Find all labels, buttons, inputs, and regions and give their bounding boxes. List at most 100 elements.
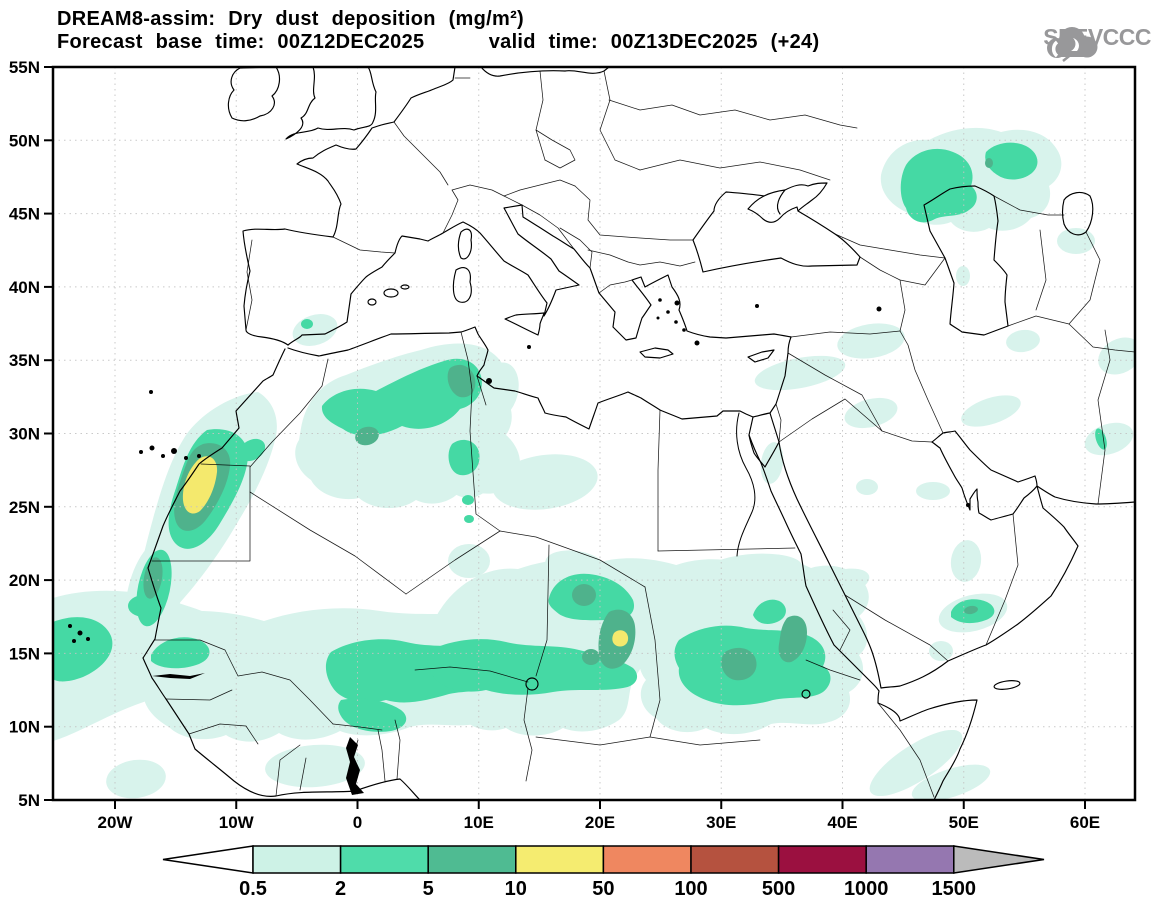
island-crete: [639, 347, 674, 359]
colorbar-label-5: 5: [423, 878, 434, 900]
border-syria-iraq: [787, 352, 883, 432]
dust-region-atlantic-blob: [53, 617, 113, 682]
coastline-azov-crimea: [763, 182, 828, 215]
dust-region-caspian-dot: [985, 158, 993, 168]
border-yemen-saudi: [844, 513, 1019, 662]
coastline-atlantic-europe: [242, 67, 456, 346]
border-niger-chad: [535, 544, 550, 677]
border-germany-poland: [454, 70, 546, 161]
dust-region-empty-quarter: [950, 540, 982, 582]
dust-region-bodele-max: [612, 630, 629, 647]
border-turkmenistan-iran: [1007, 315, 1135, 353]
cape-verde-dot: [72, 639, 76, 643]
border-morocco-algeria: [249, 358, 329, 468]
dust-region-ethiopia: [929, 641, 953, 661]
coastline-sinai: [748, 412, 780, 468]
border-kazakh-uzbek: [993, 195, 1101, 325]
coastline-arabia: [778, 441, 1079, 689]
colorbar-cell-100: [690, 845, 780, 874]
border-romania-serbia: [574, 185, 694, 241]
seevccc-logo: SEEVCCC: [1043, 24, 1151, 62]
coastline-black-sea: [692, 191, 861, 273]
title-block: DREAM8-assim: Dry dust deposition (mg/m²…: [57, 8, 819, 54]
coastline-layer: [142, 67, 1135, 800]
lat-label-50N: 50N: [9, 131, 40, 150]
djerba-dot: [486, 378, 492, 384]
coastline-ireland: [227, 67, 281, 122]
dust-region-central-saudi-1: [916, 482, 950, 500]
dust-region-sw-corner: [106, 759, 166, 799]
dust-region-senegal: [151, 637, 210, 669]
dust-region-algeria-core: [355, 426, 379, 446]
lake-chad: [525, 677, 539, 691]
dust-region-iran-ne-1: [1098, 337, 1135, 375]
lat-label-40N: 40N: [9, 278, 40, 297]
border-ukraine-russia: [608, 99, 858, 181]
canary-island-dot: [139, 450, 143, 454]
dust-region-turkmenistan-2: [1006, 329, 1040, 353]
dust-region-chad-south-core: [582, 649, 600, 665]
colorbar-label-1000: 1000: [844, 878, 889, 900]
aegean-island-dot: [656, 316, 660, 320]
lat-label-30N: 30N: [9, 425, 40, 444]
lake-tuz-dot: [755, 304, 759, 308]
island-ibiza: [367, 298, 377, 306]
dust-region-caspian-west-lobe: [900, 148, 977, 223]
lat-label-55N: 55N: [9, 58, 40, 77]
border-niger-nigeria: [414, 666, 529, 683]
dust-region-tunisia-border-core: [447, 364, 476, 398]
cape-verde-dot: [77, 630, 83, 636]
dust-region-caspian-east-lobe: [985, 142, 1038, 180]
axis-layer: 55N 50N 45N 40N 35N 30N 25N 20N 15N 10N 5N 20W 10W 0 1…: [9, 58, 1100, 832]
border-senegal-mali: [154, 639, 334, 725]
dust-region-nigeria-lobe: [338, 698, 407, 732]
border-turkey-south: [790, 330, 901, 338]
coastline-red-sea-west: [748, 434, 880, 704]
dust-region-tunisia-coast: [479, 362, 519, 420]
graticule-layer: [53, 67, 1135, 800]
lon-label-10E: 10E: [464, 813, 494, 832]
dust-region-spain-dot: [301, 319, 313, 329]
colorbar-cell-1000: [865, 845, 955, 874]
border-caucasus: [834, 233, 946, 332]
dust-region-algeria-dot-1: [462, 495, 474, 505]
dust-region-south-iran: [961, 395, 1021, 427]
dust-region-west-sahara-max: [182, 456, 218, 514]
lat-label-45N: 45N: [9, 205, 40, 224]
dust-region-fezzan: [448, 544, 490, 578]
lon-label-40E: 40E: [827, 813, 857, 832]
border-france-italy-swiss: [442, 184, 523, 234]
colorbar-cell-5: [427, 845, 517, 874]
colorbar-label-50: 50: [592, 878, 614, 900]
page-title: DREAM8-assim: Dry dust deposition (mg/m²…: [57, 8, 524, 30]
lon-label-50E: 50E: [949, 813, 979, 832]
border-chad-sudan: [644, 586, 661, 738]
lat-label-20N: 20N: [9, 571, 40, 590]
canary-island-dot: [171, 448, 177, 454]
dust-region-libya-south: [492, 454, 598, 510]
canary-island-dot: [184, 456, 188, 460]
lon-label-30E: 30E: [706, 813, 736, 832]
aegean-island-dot: [682, 328, 686, 332]
coastline-caspian: [923, 185, 1009, 336]
border-algeria-mali: [249, 491, 407, 595]
lat-label-10N: 10N: [9, 718, 40, 737]
colorbar-cell-50: [602, 845, 692, 874]
colorbar-label-100: 100: [674, 878, 707, 900]
colorbar-label-0.5: 0.5: [239, 878, 267, 900]
border-western-sahara: [151, 463, 251, 562]
dust-region-sudan-eritrea: [812, 568, 870, 598]
colorbar-cell-500: [777, 845, 867, 874]
border-iran-east: [1097, 329, 1111, 505]
colorbar-label-10: 10: [505, 878, 527, 900]
border-libya-egypt: [657, 409, 661, 552]
coastline-west-africa: [142, 348, 421, 800]
dust-region-north-sudan: [704, 553, 802, 585]
border-saudi-north: [778, 398, 933, 443]
dust-region-algeria-dot-2: [464, 515, 474, 523]
dust-region-iraq: [844, 397, 898, 429]
lon-label-60E: 60E: [1070, 813, 1100, 832]
border-ivory-coast: [275, 744, 307, 797]
dust-region-turkmenistan-1: [1057, 228, 1095, 254]
